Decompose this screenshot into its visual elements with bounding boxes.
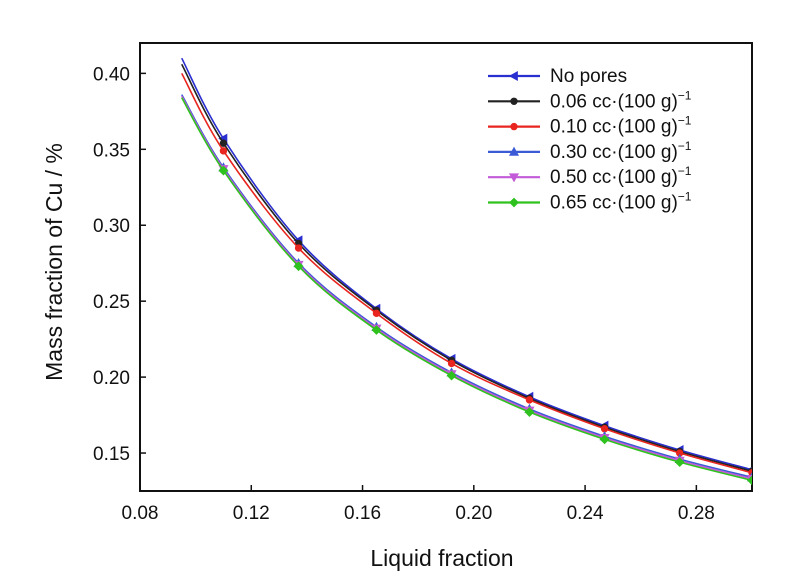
legend-item: 0.65 cc·(100 g)−1 [488,190,692,214]
series-line [181,63,752,473]
legend-item: No pores [488,66,627,87]
series-line [181,94,752,479]
y-tick-label: 0.15 [93,444,130,465]
legend-item: 0.06 cc·(100 g)−1 [488,88,692,112]
data-point [525,396,534,404]
series-5 [181,97,752,486]
series-line [181,57,752,471]
legend-marker [508,173,520,183]
data-point [747,475,752,486]
legend-label-superscript: −1 [678,114,692,128]
data-point [674,457,685,468]
legend-label-text: 0.30 cc·(100 g) [550,142,678,163]
y-tick-label: 0.25 [93,292,130,313]
x-axis-title: Liquid fraction [370,545,513,571]
legend-label: 0.30 cc·(100 g)−1 [550,139,692,163]
data-point [294,244,303,252]
legend-label-text: 0.10 cc·(100 g) [550,117,678,138]
x-tick-label: 0.28 [678,503,715,524]
series-line [181,72,752,474]
x-tick-label: 0.20 [455,503,492,524]
data-point [599,434,610,445]
y-axis-ticks: 0.15 0.20 0.25 0.30 0.35 0.40 [93,64,146,465]
data-point [219,139,228,147]
data-point [219,147,228,155]
legend-label-superscript: −1 [678,88,692,102]
x-tick-label: 0.08 [122,503,159,524]
data-point [293,261,304,272]
x-tick-label: 0.12 [233,503,270,524]
y-tick-label: 0.30 [93,216,130,237]
series-line [181,95,752,480]
plot-frame [139,42,753,492]
data-point [218,165,229,176]
y-tick-label: 0.40 [93,64,130,85]
data-point [447,359,456,368]
legend-label-text: No pores [550,66,627,87]
legend-label-text: 0.50 cc·(100 g) [550,167,678,188]
legend-label-text: 0.06 cc·(100 g) [550,91,678,112]
legend-marker [509,197,519,208]
legend-item: 0.10 cc·(100 g)−1 [488,114,692,138]
legend-marker [510,122,518,131]
series-line [181,97,752,482]
legend-label-text: 0.65 cc·(100 g) [550,193,678,214]
data-point [524,407,535,417]
data-point [446,370,457,381]
y-axis-title: Mass fraction of Cu / % [41,143,67,381]
y-tick-label: 0.35 [93,140,130,161]
legend-label: 0.10 cc·(100 g)−1 [550,114,692,138]
x-axis-ticks: 0.08 0.12 0.16 0.20 0.24 0.28 [122,485,715,524]
legend-label-superscript: −1 [678,190,692,204]
series-layer [181,57,752,486]
legend-marker [508,146,520,156]
data-point [600,425,609,433]
y-tick-label: 0.20 [93,368,130,389]
legend-label: 0.65 cc·(100 g)−1 [550,190,692,214]
legend-label: No pores [550,66,627,87]
x-tick-label: 0.24 [567,503,604,524]
legend-label: 0.50 cc·(100 g)−1 [550,164,692,188]
legend-item: 0.30 cc·(100 g)−1 [488,139,692,163]
legend-label-superscript: −1 [678,164,692,178]
legend-label: 0.06 cc·(100 g)−1 [550,88,692,112]
legend-marker [508,70,518,82]
data-point [371,325,382,335]
legend-item: 0.50 cc·(100 g)−1 [488,164,692,188]
legend-label-superscript: −1 [678,139,692,153]
x-tick-label: 0.16 [344,503,381,524]
legend-marker [510,97,518,106]
data-point [372,309,381,318]
